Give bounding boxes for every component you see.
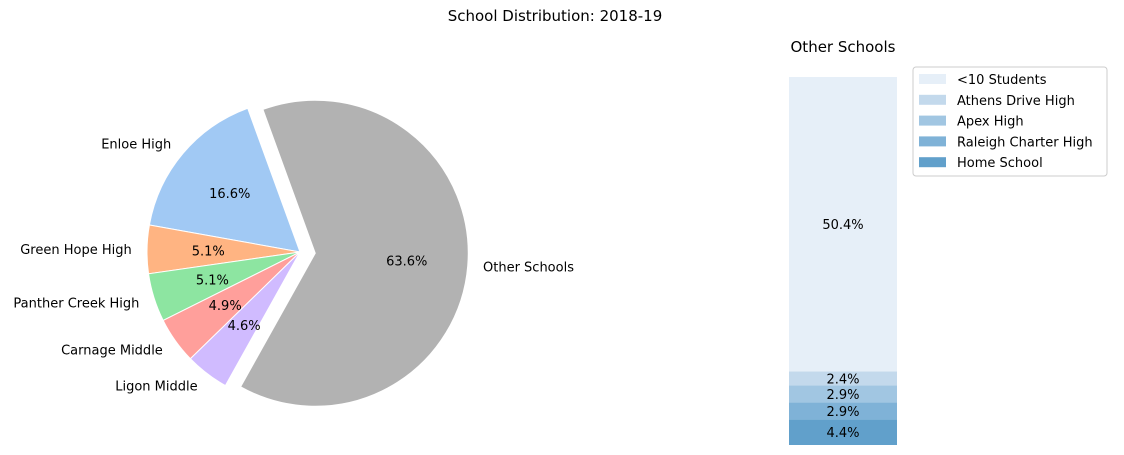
pie-label-green-hope-high: Green Hope High (20, 243, 132, 258)
legend-swatch-10-students (919, 74, 946, 84)
pie-pct-panther-creek-high: 5.1% (196, 273, 229, 288)
bar-label-10-students: 50.4% (822, 218, 863, 233)
bar-label-athens-drive-high: 2.4% (826, 372, 859, 387)
legend-frame (912, 66, 1108, 177)
bar-label-raleigh-charter-high: 2.9% (826, 405, 859, 420)
bar-segment-athens-drive-high (789, 371, 897, 386)
legend: <10 Students Athens Drive High Apex High Ra… (912, 66, 1108, 177)
legend-swatch-athens-drive-high (919, 94, 946, 105)
legend-label-apex-high: Apex High (957, 115, 1024, 130)
bar-segment-raleigh-charter-high (789, 402, 897, 420)
pie-pct-carnage-middle: 4.9% (209, 299, 242, 314)
pie-label-carnage-middle: Carnage Middle (61, 344, 163, 359)
pie-slice-ligon-middle (189, 251, 301, 387)
bar-label-apex-high: 2.9% (826, 388, 859, 403)
legend-swatch-apex-high (919, 115, 946, 126)
legend-label-10-students: <10 Students (957, 73, 1047, 88)
pie-pct-green-hope-high: 5.1% (192, 244, 225, 259)
pie-chart: Enloe High 16.6% Green Hope High 5.1% Panthe… (13, 99, 574, 407)
pie-label-enloe-high: Enloe High (101, 138, 171, 153)
legend-label-raleigh-charter-high: Raleigh Charter High (957, 135, 1093, 150)
pie-pct-ligon-middle: 4.6% (228, 319, 261, 334)
stacked-bar-chart: 4.4%2.9%2.9%2.4%50.4% (789, 77, 897, 445)
legend-swatch-raleigh-charter-high (919, 136, 946, 147)
legend-label-home-school: Home School (957, 156, 1043, 171)
legend-label-athens-drive-high: Athens Drive High (957, 94, 1075, 109)
legend-swatch-home-school (919, 157, 946, 168)
bar-segment-apex-high (789, 385, 897, 403)
bar-segment-10-students (789, 77, 897, 372)
bar-title: Other Schools (791, 38, 896, 56)
pie-label-ligon-middle: Ligon Middle (115, 380, 197, 395)
bar-label-home-school: 4.4% (826, 426, 859, 441)
pie-pct-enloe-high: 16.6% (209, 187, 250, 202)
pie-label-other-schools: Other Schools (483, 261, 574, 276)
pie-slice-enloe-high (148, 107, 301, 253)
pie-slice-other-schools (239, 99, 469, 407)
pie-pct-other-schools: 63.6% (386, 255, 427, 270)
pie-label-panther-creek-high: Panther Creek High (13, 296, 139, 311)
bar-segment-home-school (789, 419, 897, 445)
figure-title: School Distribution: 2018-19 (448, 7, 663, 25)
